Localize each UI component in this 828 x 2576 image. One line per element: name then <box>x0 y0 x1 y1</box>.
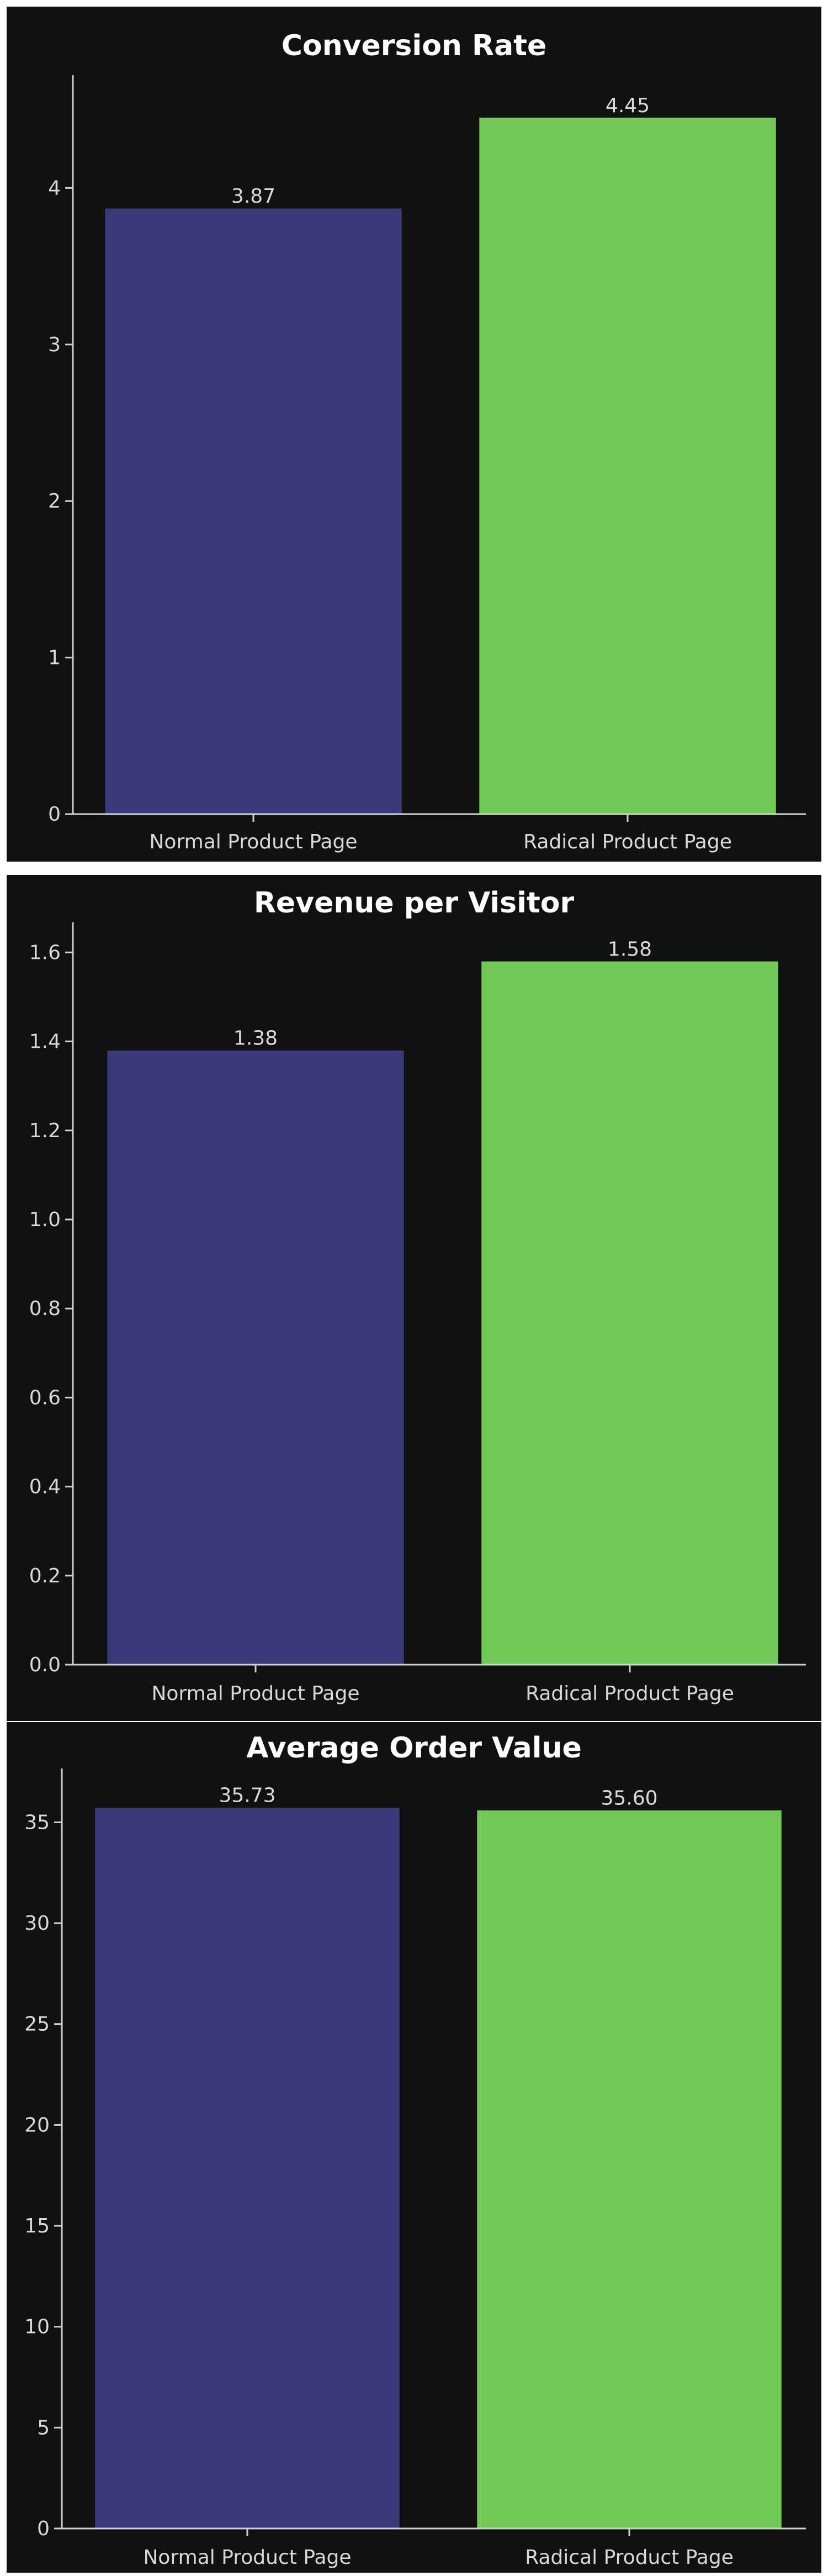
revenue-per-visitor-y-tick-label: 1.2 <box>29 1120 61 1142</box>
conversion-rate-y-tick-label: 1 <box>48 647 61 669</box>
revenue-per-visitor-y-tick-label: 1.4 <box>29 1031 61 1053</box>
conversion-rate-svg: Conversion Rate 0 1 2 3 4 3.87 4.45 Normal Pr… <box>48 29 806 853</box>
revenue-per-visitor-x-tick-label-radical-product-page: Radical Product Page <box>526 1682 734 1705</box>
revenue-per-visitor-bars <box>107 960 779 1665</box>
average-order-value-value-label-radical-product-page: 35.60 <box>601 1787 657 1809</box>
average-order-value-bar-normal-product-page <box>94 1807 400 2530</box>
average-order-value-bars <box>94 1807 782 2530</box>
revenue-per-visitor-chart: Revenue per Visitor 0.0 0.2 0.4 0.6 0.8 1.0 1.… <box>7 875 821 1721</box>
revenue-per-visitor-y-tick-label: 1.6 <box>29 941 61 964</box>
revenue-per-visitor-value-label-normal-product-page: 1.38 <box>233 1027 278 1050</box>
conversion-rate-chart: Conversion Rate 0 1 2 3 4 3.87 4.45 Normal Pr… <box>7 7 821 862</box>
average-order-value-x-tick-label-radical-product-page: Radical Product Page <box>525 2546 734 2569</box>
conversion-rate-value-label-radical-product-page: 4.45 <box>606 94 650 117</box>
average-order-value-title: Average Order Value <box>246 1732 582 1765</box>
revenue-per-visitor-y-tick-label: 0.4 <box>29 1476 61 1498</box>
revenue-per-visitor-svg: Revenue per Visitor 0.0 0.2 0.4 0.6 0.8 1.0 1.… <box>29 886 806 1705</box>
average-order-value-y-tick-label: 25 <box>24 2013 50 2036</box>
average-order-value-y-tick-label: 30 <box>24 1912 50 1935</box>
revenue-per-visitor-y-tick-label: 0.2 <box>29 1565 61 1587</box>
conversion-rate-value-labels: 3.87 4.45 <box>231 94 650 208</box>
average-order-value-y-tick-label: 0 <box>37 2517 50 2540</box>
conversion-rate-y-ticks: 0 1 2 3 4 <box>48 177 73 826</box>
average-order-value-y-tick-label: 20 <box>24 2114 50 2136</box>
conversion-rate-x-tick-label-radical-product-page: Radical Product Page <box>523 831 732 853</box>
average-order-value-y-tick-label: 5 <box>37 2416 50 2439</box>
revenue-per-visitor-bar-normal-product-page <box>107 1049 405 1665</box>
conversion-rate-y-tick-label: 3 <box>48 334 61 356</box>
conversion-rate-bar-normal-product-page <box>104 208 402 815</box>
revenue-per-visitor-y-tick-label: 1.0 <box>29 1208 61 1231</box>
revenue-per-visitor-y-ticks: 0.0 0.2 0.4 0.6 0.8 1.0 1.2 1.4 1.6 <box>29 941 73 1676</box>
average-order-value-chart: Average Order Value 0 5 10 15 20 25 30 35 35.73… <box>7 1722 821 2573</box>
revenue-per-visitor-x-labels: Normal Product Page Radical Product Page <box>152 1665 734 1705</box>
average-order-value-y-tick-label: 35 <box>24 1811 50 1834</box>
revenue-per-visitor-y-tick-label: 0.6 <box>29 1386 61 1409</box>
revenue-per-visitor-value-labels: 1.38 1.58 <box>233 938 652 1049</box>
conversion-rate-bars <box>104 117 777 815</box>
average-order-value-y-ticks: 0 5 10 15 20 25 30 35 <box>24 1811 62 2540</box>
average-order-value-x-labels: Normal Product Page Radical Product Page <box>144 2529 734 2569</box>
conversion-rate-bar-radical-product-page <box>479 117 777 815</box>
conversion-rate-value-label-normal-product-page: 3.87 <box>231 185 275 208</box>
average-order-value-x-tick-label-normal-product-page: Normal Product Page <box>144 2546 352 2569</box>
conversion-rate-y-tick-label: 2 <box>48 490 61 513</box>
revenue-per-visitor-title: Revenue per Visitor <box>254 886 575 920</box>
conversion-rate-y-tick-label: 4 <box>48 177 61 199</box>
revenue-per-visitor-x-tick-label-normal-product-page: Normal Product Page <box>152 1682 360 1705</box>
average-order-value-svg: Average Order Value 0 5 10 15 20 25 30 35 35.73… <box>24 1732 806 2569</box>
average-order-value-value-labels: 35.73 35.60 <box>219 1785 657 1810</box>
conversion-rate-x-labels: Normal Product Page Radical Product Page <box>150 814 732 853</box>
revenue-per-visitor-bar-radical-product-page <box>481 960 779 1665</box>
average-order-value-value-label-normal-product-page: 35.73 <box>219 1785 275 1807</box>
average-order-value-y-tick-label: 10 <box>24 2316 50 2339</box>
revenue-per-visitor-y-tick-label: 0.0 <box>29 1654 61 1676</box>
conversion-rate-x-tick-label-normal-product-page: Normal Product Page <box>150 831 358 853</box>
revenue-per-visitor-value-label-radical-product-page: 1.58 <box>608 938 652 960</box>
revenue-per-visitor-y-tick-label: 0.8 <box>29 1297 61 1320</box>
conversion-rate-y-tick-label: 0 <box>48 803 61 826</box>
average-order-value-y-tick-label: 15 <box>24 2215 50 2237</box>
conversion-rate-title: Conversion Rate <box>282 29 547 62</box>
average-order-value-bar-radical-product-page <box>476 1809 782 2529</box>
